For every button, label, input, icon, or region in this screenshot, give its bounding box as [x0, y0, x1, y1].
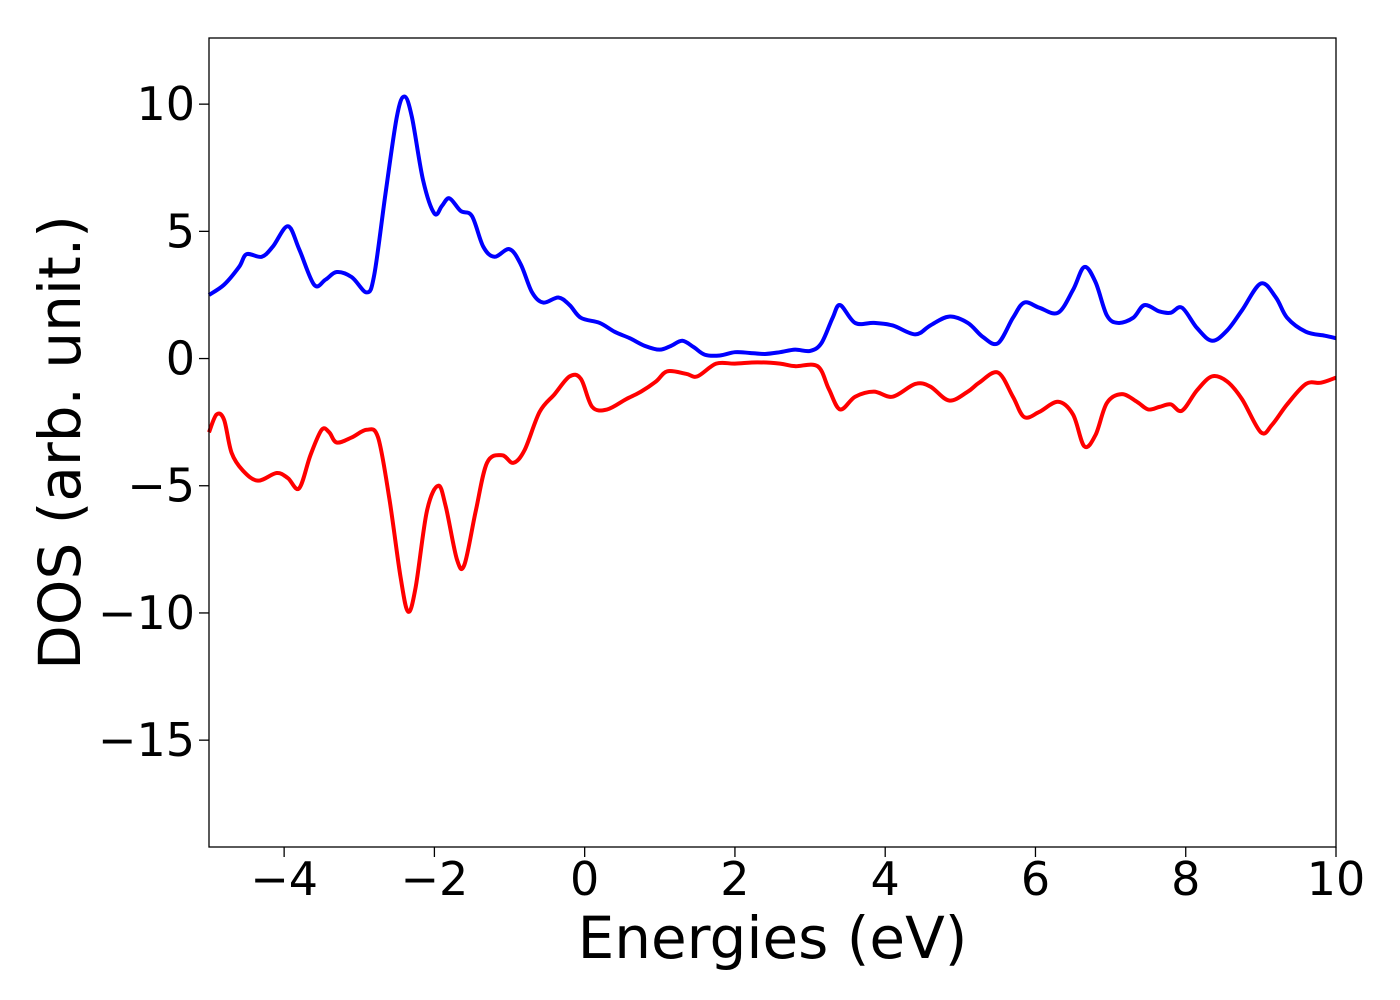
x-tick-label: 4: [871, 852, 900, 906]
series-line-red: [207, 360, 1337, 614]
x-tick-label: −4: [250, 852, 318, 906]
x-tick-label: −2: [400, 852, 468, 906]
x-axis-label: Energies (eV): [578, 904, 968, 972]
plot-frame: [208, 37, 1337, 848]
series-line-blue: [207, 94, 1337, 358]
x-tick-label: 6: [1021, 852, 1050, 906]
y-tick-label: 0: [166, 332, 195, 386]
y-tick-label: 5: [166, 204, 195, 258]
x-tick-label: 0: [570, 852, 599, 906]
x-tick-label: 10: [1307, 852, 1366, 906]
y-axis-label: DOS (arb. unit.): [26, 215, 94, 670]
x-tick-label: 8: [1171, 852, 1200, 906]
y-tick-label: −15: [98, 713, 195, 767]
y-tick-label: 10: [136, 77, 195, 131]
y-tick-label: −5: [127, 459, 195, 513]
x-axis: −4 −2 0 2 4 6 8 10: [250, 847, 1365, 906]
y-tick-label: −10: [98, 586, 195, 640]
x-tick-label: 2: [720, 852, 749, 906]
y-axis: −15 −10 −5 0 5 10: [98, 77, 209, 767]
series-layer: [207, 94, 1337, 614]
